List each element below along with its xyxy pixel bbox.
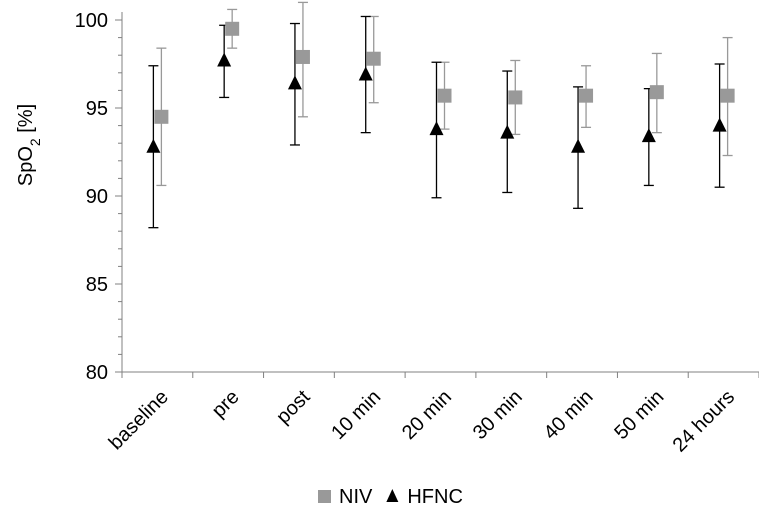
x-tick-label: baseline: [105, 386, 173, 454]
niv-point: [225, 22, 239, 36]
x-tick-label: post: [272, 386, 315, 429]
hfnc-point: [430, 121, 444, 135]
hfnc-point: [500, 125, 514, 139]
legend-item-niv: NIV: [318, 486, 373, 508]
y-axis: 80 85 90 95 100: [75, 10, 122, 384]
x-tick-label: 20 min: [398, 386, 456, 444]
hfnc-point: [713, 118, 727, 132]
hfnc-point: [217, 52, 231, 66]
hfnc-point: [571, 139, 585, 153]
hfnc-point: [642, 128, 656, 142]
x-tick-label: 30 min: [469, 386, 527, 444]
niv-point: [508, 90, 522, 104]
x-tick-label: 24 hours: [669, 386, 740, 457]
x-tick-label: 10 min: [327, 386, 385, 444]
y-tick-label: 85: [86, 274, 108, 296]
niv-point: [650, 85, 664, 99]
legend-item-hfnc: HFNC: [386, 486, 463, 508]
hfnc-point: [288, 75, 302, 89]
hfnc-point: [146, 139, 160, 153]
legend: NIV HFNC: [318, 486, 463, 508]
y-axis-title: SpO2 [%]: [15, 104, 43, 186]
niv-point: [154, 110, 168, 124]
niv-point: [579, 89, 593, 103]
legend-label: HFNC: [407, 486, 463, 508]
y-tick-label: 80: [86, 362, 108, 384]
error-bars: [148, 2, 732, 227]
x-tick-label: 50 min: [610, 386, 668, 444]
x-tick-label: 40 min: [540, 386, 598, 444]
niv-point: [721, 89, 735, 103]
x-axis: baseline pre post 10 min 20 min 30 min 40 min 5…: [105, 372, 759, 457]
niv-point: [367, 52, 381, 66]
niv-point: [296, 50, 310, 64]
niv-point: [438, 89, 452, 103]
y-tick-label: 95: [86, 98, 108, 120]
legend-triangle-icon: [386, 489, 398, 502]
data-markers: [146, 22, 734, 153]
legend-square-icon: [318, 490, 331, 503]
hfnc-point: [359, 67, 373, 81]
y-tick-label: 90: [86, 186, 108, 208]
y-tick-label: 100: [75, 10, 108, 32]
legend-label: NIV: [339, 486, 373, 508]
x-tick-label: pre: [208, 386, 244, 422]
